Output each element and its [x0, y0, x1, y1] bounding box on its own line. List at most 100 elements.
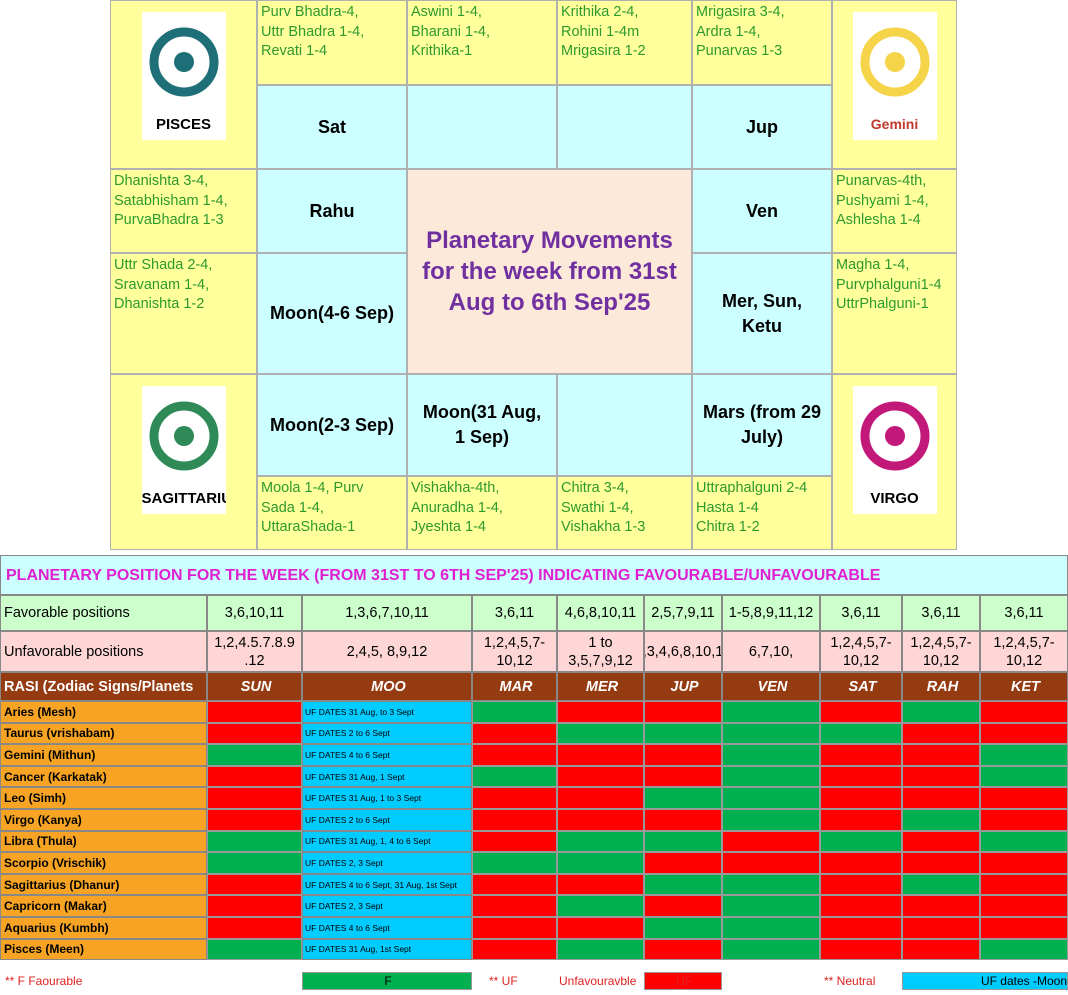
- status-cell: [722, 765, 820, 788]
- header-cell: JUP: [644, 672, 722, 701]
- status-cell: [820, 722, 902, 745]
- status-cell: [820, 701, 902, 723]
- status-cell: [207, 744, 302, 766]
- planet-cell: Ven: [692, 169, 832, 253]
- status-cell: [902, 895, 980, 917]
- moon-cell: UF DATES 4 to 6 Sept: [302, 744, 472, 766]
- position-cell: 1,3,6,7,10,11: [302, 595, 472, 631]
- planet-cell: Moon(31 Aug, 1 Sep): [407, 374, 557, 476]
- status-cell: [722, 895, 820, 917]
- status-cell: [722, 744, 820, 766]
- status-cell: [472, 938, 557, 961]
- status-cell: [820, 895, 902, 917]
- status-cell: [472, 722, 557, 745]
- status-cell: [820, 830, 902, 853]
- status-cell: [820, 852, 902, 874]
- zodiac-label: SAGITTARIUS: [141, 490, 226, 507]
- sign-cell: Aquarius (Kumbh): [0, 917, 207, 939]
- nakshatra-cell: Magha 1-4, Purvphalguni1-4 UttrPhalguni-…: [832, 253, 957, 374]
- legend-item: ** UF: [487, 972, 557, 990]
- legend-item: ** F Faourable: [3, 972, 207, 990]
- zodiac-icon: [149, 401, 218, 471]
- status-cell: [980, 873, 1068, 896]
- position-cell: 1,2,4,5,7-10,12: [472, 631, 557, 672]
- nakshatra-cell: Uttraphalguni 2-4 Hasta 1-4 Chitra 1-2: [692, 476, 832, 550]
- status-cell: [557, 809, 644, 831]
- status-cell: [557, 787, 644, 809]
- status-cell: [207, 895, 302, 917]
- status-cell: [722, 722, 820, 745]
- status-cell: [207, 765, 302, 788]
- status-cell: [980, 917, 1068, 939]
- sign-cell: Leo (Simh): [0, 787, 207, 809]
- header-cell: RAH: [902, 672, 980, 701]
- position-cell: 3,6,11: [472, 595, 557, 631]
- zodiac-icon: [860, 27, 929, 97]
- position-cell: 3,6,11: [820, 595, 902, 631]
- header-cell: MER: [557, 672, 644, 701]
- empty-cell: [557, 85, 692, 169]
- status-cell: [557, 701, 644, 723]
- moon-cell: UF DATES 31 Aug, 1 Sept: [302, 765, 472, 788]
- position-cell: 1,2,4,5,7-10,12: [820, 631, 902, 672]
- header-cell: MOO: [302, 672, 472, 701]
- legend-item: Unfavouravble: [557, 972, 644, 990]
- status-cell: [902, 852, 980, 874]
- row-label: Favorable positions: [0, 595, 207, 631]
- status-cell: [644, 765, 722, 788]
- status-cell: [722, 852, 820, 874]
- legend-item: UF dates -Moon: [902, 972, 1068, 990]
- status-cell: [207, 787, 302, 809]
- position-cell: 3,6,11: [980, 595, 1068, 631]
- status-cell: [820, 938, 902, 961]
- moon-cell: UF DATES 2, 3 Sept: [302, 852, 472, 874]
- status-cell: [207, 873, 302, 896]
- status-cell: [472, 873, 557, 896]
- status-cell: [472, 917, 557, 939]
- planet-cell: Moon(2-3 Sep): [257, 374, 407, 476]
- status-cell: [722, 917, 820, 939]
- zodiac-label: VIRGO: [870, 490, 919, 507]
- status-cell: [722, 809, 820, 831]
- status-cell: [207, 701, 302, 723]
- position-cell: 4,6,8,10,11: [557, 595, 644, 631]
- status-cell: [557, 873, 644, 896]
- status-cell: [820, 873, 902, 896]
- status-cell: [980, 895, 1068, 917]
- status-cell: [472, 765, 557, 788]
- nakshatra-cell: Vishakha-4th, Anuradha 1-4, Jyeshta 1-4: [407, 476, 557, 550]
- planet-cell: Jup: [692, 85, 832, 169]
- row-label: Unfavorable positions: [0, 631, 207, 672]
- status-cell: [980, 938, 1068, 961]
- status-cell: [820, 787, 902, 809]
- position-cell: 1 to 3,5,7,9,12: [557, 631, 644, 672]
- status-cell: [644, 873, 722, 896]
- nakshatra-cell: Purv Bhadra-4, Uttr Bhadra 1-4, Revati 1…: [257, 0, 407, 85]
- header-cell: SUN: [207, 672, 302, 701]
- status-cell: [557, 765, 644, 788]
- chart-title: Planetary Movements for the week from 31…: [407, 169, 692, 374]
- status-cell: [820, 744, 902, 766]
- sign-cell: Capricorn (Makar): [0, 895, 207, 917]
- status-cell: [902, 917, 980, 939]
- status-cell: [722, 701, 820, 723]
- status-cell: [722, 787, 820, 809]
- status-cell: [644, 722, 722, 745]
- status-cell: [472, 787, 557, 809]
- planet-cell: Mars (from 29 July): [692, 374, 832, 476]
- empty-cell: [407, 85, 557, 169]
- status-cell: [980, 830, 1068, 853]
- status-cell: [557, 895, 644, 917]
- position-cell: 1-5,8,9,11,12: [722, 595, 820, 631]
- moon-cell: UF DATES 2, 3 Sept: [302, 895, 472, 917]
- nakshatra-cell: Moola 1-4, Purv Sada 1-4, UttaraShada-1: [257, 476, 407, 550]
- status-cell: [644, 917, 722, 939]
- position-cell: 2,4,5, 8,9,12: [302, 631, 472, 672]
- sign-cell: Pisces (Meen): [0, 938, 207, 961]
- position-cell: 2,5,7,9,11: [644, 595, 722, 631]
- moon-cell: UF DATES 2 to 6 Sept: [302, 809, 472, 831]
- legend-item: ** Neutral: [822, 972, 902, 990]
- planet-cell: Moon(4-6 Sep): [257, 253, 407, 374]
- header-cell: MAR: [472, 672, 557, 701]
